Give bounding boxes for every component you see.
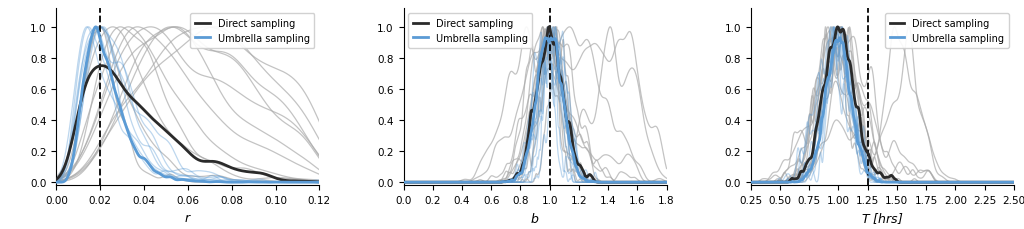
X-axis label: $r$: $r$ (184, 211, 191, 224)
X-axis label: $b$: $b$ (530, 211, 540, 225)
Legend: Direct sampling, Umbrella sampling: Direct sampling, Umbrella sampling (885, 14, 1009, 48)
X-axis label: $T$ [hrs]: $T$ [hrs] (861, 211, 903, 226)
Legend: Direct sampling, Umbrella sampling: Direct sampling, Umbrella sampling (409, 14, 532, 48)
Legend: Direct sampling, Umbrella sampling: Direct sampling, Umbrella sampling (190, 14, 314, 48)
